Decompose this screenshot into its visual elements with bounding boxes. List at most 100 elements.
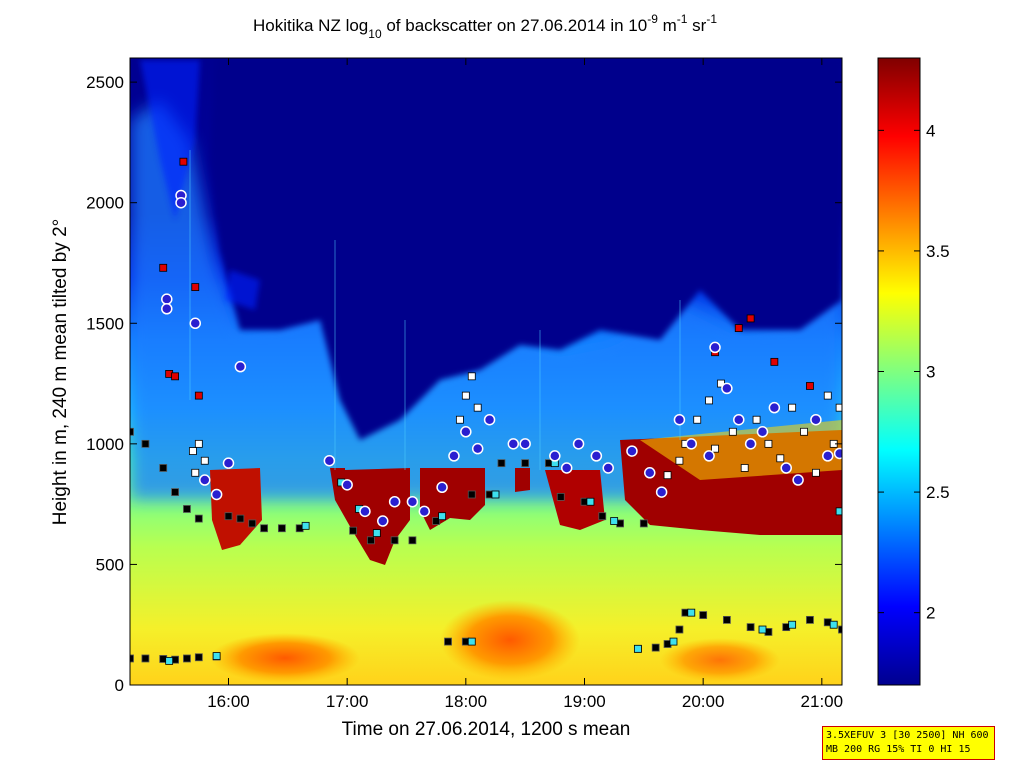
layer-height-point — [467, 372, 476, 381]
layer-height-point — [141, 654, 150, 663]
layer-height-point — [758, 625, 767, 634]
layer-height-point — [806, 615, 814, 624]
layer-height-point — [556, 492, 565, 501]
colorbar — [877, 57, 921, 686]
colorbar-tick-label: 3.5 — [926, 242, 950, 261]
cloud-detection-point — [519, 438, 531, 450]
layer-height-point — [130, 427, 134, 436]
layer-height-point — [800, 427, 808, 436]
cloud-detection-point — [685, 438, 698, 450]
layer-height-point — [835, 507, 842, 516]
layer-height-point — [130, 654, 134, 663]
title-unit-2: sr — [687, 16, 706, 35]
layer-height-point — [705, 396, 713, 405]
cloud-detection-point — [460, 426, 472, 438]
title-sup-2: -1 — [677, 12, 688, 26]
cloud-detection-point — [388, 495, 401, 508]
cloud-detection-point — [792, 474, 804, 486]
surface-hotspot — [210, 633, 360, 683]
cloud-detection-point — [655, 486, 668, 498]
cloud-detection-point — [549, 450, 561, 462]
cloud-detection-point — [161, 303, 173, 315]
layer-height-point — [159, 464, 168, 472]
cloud-detection-point — [234, 360, 247, 373]
layer-height-point — [444, 637, 452, 646]
layer-height-point — [183, 505, 191, 513]
cloud-detection-point — [210, 488, 223, 501]
layer-height-point — [191, 283, 200, 291]
title-subscript: 10 — [368, 27, 382, 41]
y-tick-label: 1000 — [86, 435, 124, 454]
layer-height-point — [823, 391, 832, 400]
cloud-detection-point — [709, 341, 721, 354]
y-tick-label: 2500 — [86, 73, 124, 92]
layer-height-point — [372, 529, 381, 537]
layer-height-point — [669, 637, 678, 646]
upper-blue-patches — [140, 60, 260, 310]
cloud-detection-point — [359, 505, 371, 518]
cloud-detection-point — [833, 447, 842, 460]
cloud-detection-point — [626, 445, 638, 457]
layer-height-point — [752, 415, 761, 424]
layer-height-point — [788, 403, 797, 412]
cloud-detection-point — [161, 293, 173, 305]
title-unit-1: m — [658, 16, 677, 35]
layer-height-point — [633, 644, 642, 653]
layer-height-point — [191, 468, 200, 477]
layer-height-point — [663, 471, 672, 480]
layer-height-point — [497, 459, 506, 468]
cloud-detection-point — [175, 196, 187, 209]
x-tick-label: 16:00 — [207, 692, 250, 711]
cloud-detection-point — [406, 495, 419, 508]
layer-height-point — [248, 519, 257, 528]
cloud-layers — [210, 420, 842, 565]
cloud-detection-point — [341, 479, 353, 491]
layer-height-point — [188, 447, 197, 455]
cloud-detection-point — [644, 467, 656, 479]
y-tick-label: 2000 — [86, 194, 124, 213]
chart-title: Hokitika NZ log10 of backscatter on 27.0… — [253, 12, 717, 41]
cloud-detection-point — [418, 505, 431, 518]
layer-height-point — [746, 314, 755, 323]
layer-height-point — [171, 488, 179, 496]
cloud-detection-point — [507, 438, 520, 450]
layer-height-point — [746, 623, 755, 632]
colorbar-ticks: 2 2.5 3 3.5 4 — [878, 121, 950, 623]
layer-height-point — [722, 615, 731, 624]
layer-height-point — [277, 524, 286, 533]
layer-height-point — [473, 403, 482, 412]
layer-height-point — [194, 653, 203, 662]
layer-height-point — [455, 415, 464, 424]
layer-height-point — [788, 620, 797, 629]
layer-height-point — [598, 512, 607, 521]
cloud-detection-point — [436, 481, 448, 494]
layer-height-point — [236, 514, 245, 523]
layer-height-point — [408, 536, 417, 545]
cloud-detection-point — [822, 450, 834, 462]
upper-aerosol-haze — [130, 100, 842, 500]
layer-height-point — [301, 521, 310, 530]
layer-height-point — [806, 382, 814, 390]
layer-height-point — [432, 517, 441, 525]
layer-height-point — [651, 643, 660, 652]
layer-height-point — [610, 517, 619, 525]
cloud-detection-point — [448, 450, 460, 462]
title-sup-3: -1 — [706, 12, 717, 26]
cloud-detection-point — [199, 474, 211, 486]
layer-height-point — [390, 536, 399, 545]
x-tick-label: 17:00 — [326, 692, 369, 711]
y-axis-label: Height in m, 240 m mean tilted by 2° — [50, 219, 71, 525]
title-prefix: Hokitika NZ log — [253, 16, 368, 35]
layer-height-point — [467, 490, 476, 499]
x-axis-ticks: 16:00 17:00 18:00 19:00 20:00 21:00 — [207, 58, 843, 711]
x-tick-label: 21:00 — [801, 692, 844, 711]
colorbar-tick-label: 3 — [926, 363, 935, 382]
info-line-2: MB 200 RG 15% TI 0 HI 15 — [826, 744, 971, 755]
plot-frame — [129, 57, 843, 686]
layer-height-point — [764, 439, 773, 448]
y-axis-ticks: 0 500 1000 1500 2000 2500 — [86, 73, 842, 695]
cloud-detection-point — [673, 413, 686, 426]
layer-height-point — [194, 514, 203, 523]
cloud-detection-point — [744, 438, 757, 450]
layer-height-point — [467, 637, 476, 646]
